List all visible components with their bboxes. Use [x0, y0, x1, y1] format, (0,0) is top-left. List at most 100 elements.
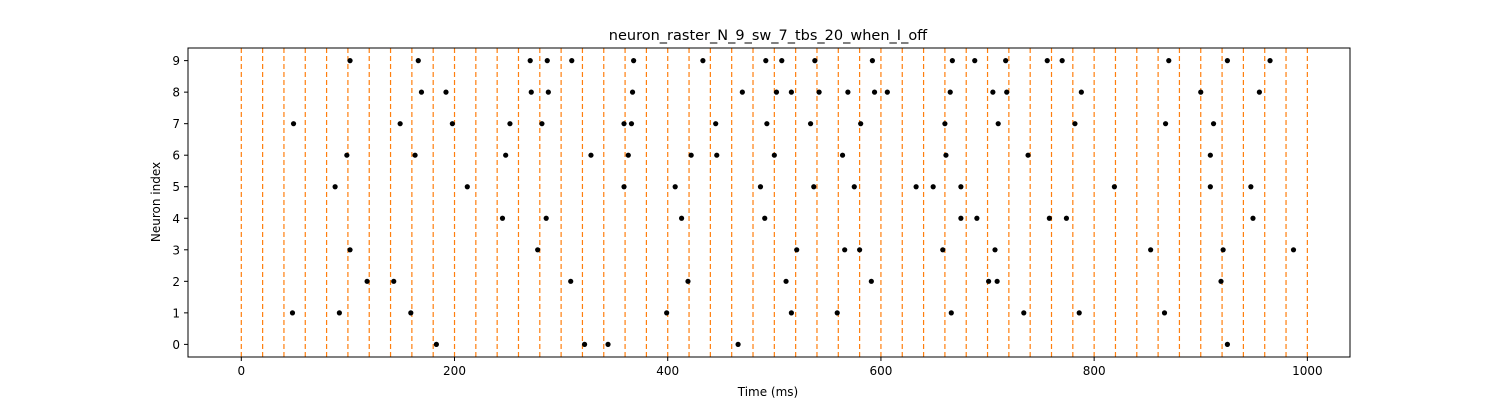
spike-point	[773, 89, 780, 95]
time-bin-lines	[240, 48, 1308, 357]
spike-point	[545, 89, 551, 95]
spike-point	[816, 89, 822, 95]
y-tick-label: 6	[172, 149, 180, 163]
spike-point	[857, 247, 863, 253]
spike-point	[947, 89, 953, 95]
spike-point	[568, 278, 574, 284]
spike-point	[412, 152, 418, 158]
spike-point	[685, 278, 691, 284]
spike-point	[449, 121, 455, 127]
spike-point	[1162, 121, 1169, 127]
spike-point	[336, 310, 342, 316]
spike-point	[949, 58, 955, 64]
x-tick-label: 800	[1083, 364, 1106, 378]
y-axis-ticks: 0 1 2 3 4 5 6 7 8 9	[172, 54, 188, 352]
spike-point	[958, 215, 964, 221]
spike-point	[1003, 58, 1009, 64]
x-tick-label: 0	[237, 364, 245, 378]
spike-point	[1046, 215, 1052, 221]
spike-point	[1207, 184, 1213, 190]
spike-point	[794, 247, 800, 253]
spike-point	[344, 152, 350, 158]
spike-point	[1210, 121, 1217, 127]
spike-point	[1161, 310, 1168, 316]
spike-point	[942, 121, 948, 127]
spike-point	[621, 184, 627, 190]
spike-point	[788, 89, 794, 95]
spike-point	[869, 58, 876, 64]
x-axis-ticks: 0 200 400 600 800 1000	[237, 357, 1323, 378]
spike-point	[913, 184, 919, 190]
spike-point	[1004, 89, 1010, 95]
spike-point	[930, 184, 936, 190]
spike-point	[1044, 58, 1050, 64]
spike-point	[347, 58, 353, 64]
spike-point	[625, 152, 631, 158]
spike-point	[992, 247, 998, 253]
spike-point	[408, 310, 414, 316]
spike-point	[834, 310, 840, 316]
spike-point	[1072, 121, 1078, 127]
y-tick-label: 0	[172, 338, 180, 352]
spike-point	[851, 184, 857, 190]
spike-point	[771, 152, 777, 158]
y-tick-label: 9	[172, 54, 180, 68]
spike-markers	[289, 58, 1297, 347]
y-tick-label: 7	[172, 117, 180, 131]
y-tick-label: 5	[172, 180, 180, 194]
y-tick-label: 8	[172, 86, 180, 100]
spike-point	[839, 152, 846, 158]
spike-point	[700, 58, 706, 64]
y-tick-label: 1	[172, 306, 180, 320]
spike-point	[779, 58, 785, 64]
spike-point	[543, 215, 549, 221]
spike-point	[994, 278, 1000, 284]
spike-point	[783, 278, 789, 284]
plot-frame	[187, 47, 1351, 358]
spike-point	[1248, 184, 1254, 190]
spike-point	[418, 89, 425, 95]
spike-point	[1025, 152, 1031, 158]
spike-point	[1224, 341, 1231, 347]
spike-point	[364, 278, 370, 284]
spike-point	[842, 247, 848, 253]
spike-point	[1267, 58, 1273, 64]
spike-point	[688, 152, 694, 158]
spike-point	[1021, 310, 1027, 316]
spike-point	[940, 247, 946, 253]
spike-point	[332, 184, 338, 190]
spike-point	[868, 278, 874, 284]
spike-point	[678, 215, 685, 221]
spike-point	[397, 121, 403, 127]
spike-point	[1076, 310, 1082, 316]
spike-point	[763, 58, 769, 64]
spike-point	[443, 89, 449, 95]
x-axis-label: Time (ms)	[737, 385, 799, 399]
spike-point	[812, 58, 818, 64]
spike-point	[1290, 247, 1297, 253]
spike-point	[845, 89, 851, 95]
spike-point	[735, 341, 741, 347]
spike-point	[528, 89, 534, 95]
y-tick-label: 2	[172, 275, 180, 289]
spike-point	[974, 215, 980, 221]
spike-point	[762, 215, 768, 221]
spike-point	[713, 121, 719, 127]
spike-point	[503, 152, 509, 158]
spike-point	[739, 89, 745, 95]
spike-point	[788, 310, 794, 316]
spike-point	[631, 58, 637, 64]
spike-point	[605, 341, 611, 347]
spike-point	[858, 121, 864, 127]
spike-point	[986, 278, 992, 284]
spike-point	[290, 121, 297, 127]
spike-point	[628, 121, 635, 127]
spike-point	[764, 121, 770, 127]
x-tick-label: 600	[869, 364, 892, 378]
spike-point	[433, 341, 439, 347]
spike-point	[1111, 184, 1118, 190]
spike-point	[943, 152, 949, 158]
spike-point	[672, 184, 678, 190]
spike-point	[972, 58, 978, 64]
